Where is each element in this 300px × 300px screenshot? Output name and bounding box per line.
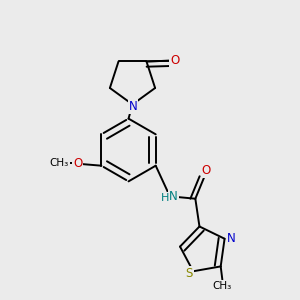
Text: N: N bbox=[129, 100, 137, 112]
Text: H: H bbox=[160, 193, 169, 203]
Text: CH₃: CH₃ bbox=[50, 158, 69, 168]
Text: N: N bbox=[169, 190, 178, 203]
Text: CH₃: CH₃ bbox=[213, 281, 232, 291]
Text: O: O bbox=[202, 164, 211, 178]
Text: S: S bbox=[185, 267, 193, 280]
Text: O: O bbox=[73, 157, 82, 169]
Text: N: N bbox=[227, 232, 236, 244]
Text: O: O bbox=[170, 54, 179, 67]
